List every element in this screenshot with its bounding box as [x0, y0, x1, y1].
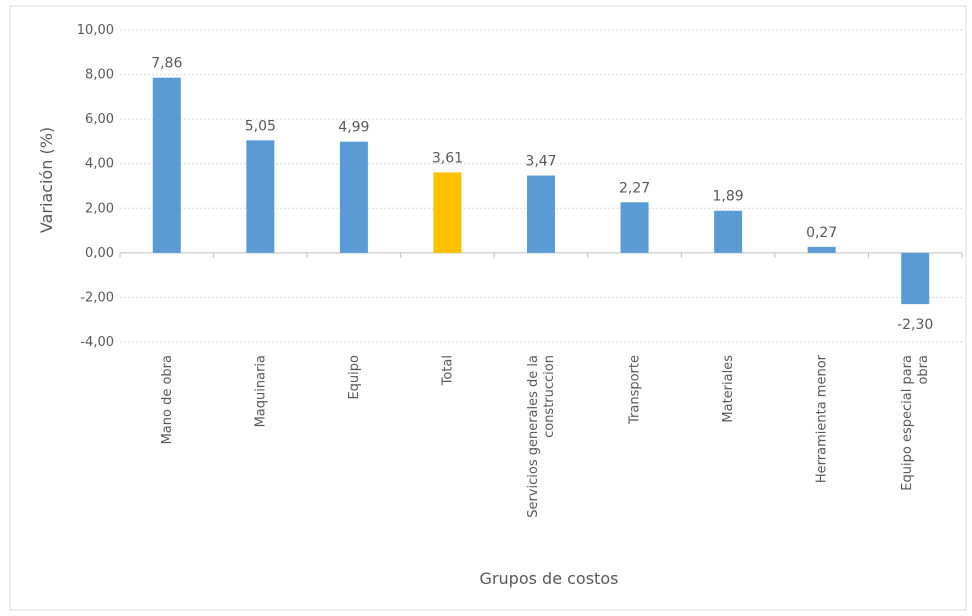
category-label-group: Equipo — [347, 355, 362, 400]
data-labels: 7,86 5,05 4,99 3,61 3,47 2,27 1,89 0,27 -2,30 — [151, 56, 933, 333]
category-label: Herramienta menor — [815, 354, 830, 483]
x-axis-title: Grupos de costos — [480, 569, 619, 588]
bar — [901, 252, 930, 305]
category-label-group: Mano de obra — [160, 355, 175, 444]
bar — [527, 175, 555, 253]
y-tick-label: -4,00 — [80, 335, 114, 350]
bar-value-label: 3,61 — [432, 150, 463, 166]
bar — [807, 246, 836, 253]
y-tick-label: 4,00 — [85, 157, 114, 172]
bar-value-label: 2,27 — [619, 180, 650, 196]
bar-value-label: 3,47 — [525, 154, 556, 170]
category-label-group: Total — [440, 355, 455, 386]
category-label-group: Maquinaria — [253, 355, 268, 427]
category-label-group: Transporte — [628, 355, 643, 425]
y-axis-ticks: 10,00 8,00 6,00 4,00 2,00 0,00 -2,00 -4,00 — [77, 23, 114, 350]
y-axis-title: Variación (%) — [37, 127, 56, 233]
bars — [152, 77, 930, 305]
category-label-group: Servicios generales de la construccion — [526, 355, 557, 518]
bar — [246, 140, 275, 253]
bar-value-label: 0,27 — [806, 225, 837, 241]
bar — [433, 172, 462, 253]
bar-value-label: 4,99 — [338, 120, 369, 136]
bar-value-label: 7,86 — [151, 56, 182, 72]
category-label-group: Materiales — [721, 355, 736, 423]
bar-value-label: -2,30 — [897, 317, 933, 333]
category-label: construccion — [542, 355, 557, 438]
y-tick-label: 2,00 — [85, 201, 114, 216]
category-label: Materiales — [721, 355, 736, 423]
y-tick-label: 10,00 — [77, 23, 114, 38]
y-tick-label: 0,00 — [85, 246, 114, 261]
y-tick-label: 6,00 — [85, 112, 114, 127]
category-label: Servicios generales de la — [526, 355, 541, 518]
bar — [714, 210, 743, 253]
category-label: obra — [916, 355, 931, 385]
category-label: Equipo especial para — [900, 355, 915, 491]
x-axis-category-labels: Mano de obra Maquinaria Equipo Total Servici… — [160, 354, 931, 517]
chart-border — [9, 5, 967, 611]
category-label: Total — [440, 355, 455, 386]
category-label-group: Herramienta menor — [815, 354, 830, 483]
category-label: Transporte — [628, 355, 643, 425]
bar — [620, 202, 649, 253]
bar-value-label: 1,89 — [713, 189, 744, 205]
bar-value-label: 5,05 — [245, 118, 276, 134]
category-label: Mano de obra — [160, 355, 175, 444]
bar — [152, 77, 181, 253]
category-label-group: Equipo especial para obra — [900, 355, 931, 491]
category-label: Maquinaria — [253, 355, 268, 427]
category-label: Equipo — [347, 355, 362, 400]
bar — [339, 141, 368, 253]
y-tick-label: 8,00 — [85, 68, 114, 83]
y-tick-label: -2,00 — [80, 290, 114, 305]
